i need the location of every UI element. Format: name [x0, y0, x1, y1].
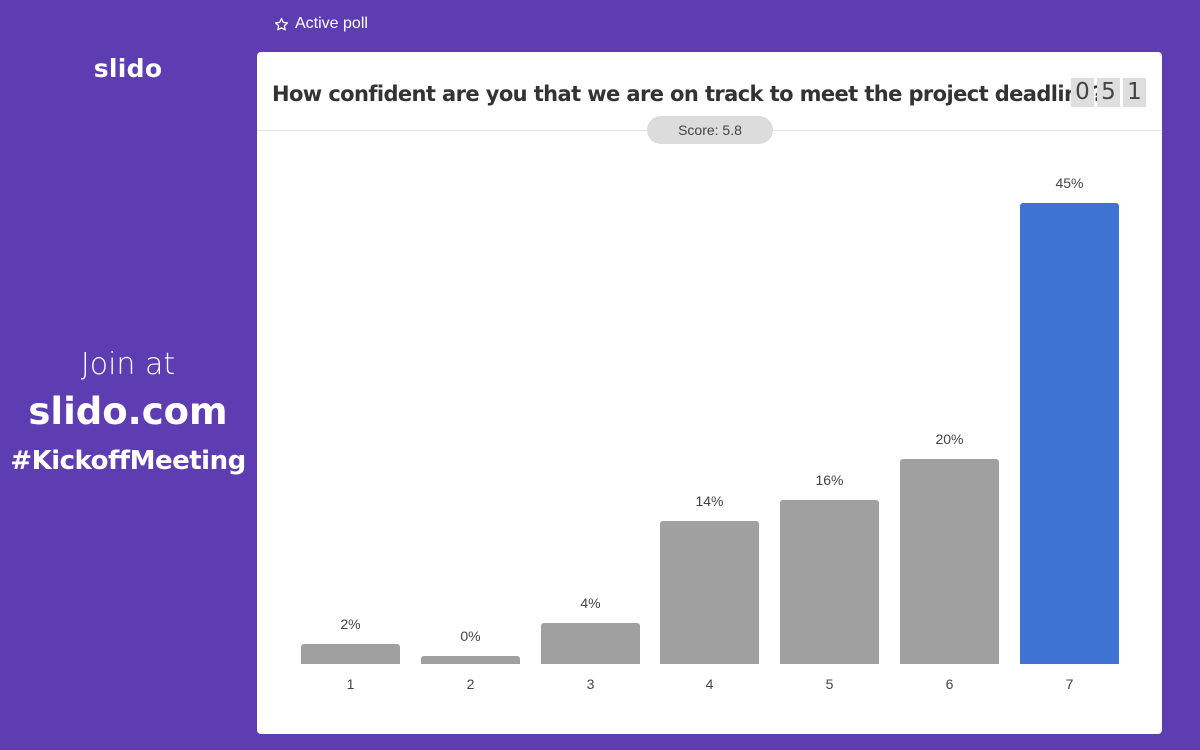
- bar-value-label: 20%: [935, 431, 964, 447]
- bar-2: [421, 656, 520, 664]
- participant-counter: 0 5 1: [1071, 78, 1146, 107]
- bar-3: [541, 623, 640, 664]
- bar-6: [900, 459, 999, 664]
- join-info: Join at slido.com #KickoffMeeting: [0, 345, 256, 481]
- star-outline-icon: [274, 17, 289, 30]
- active-poll-text: Active poll: [295, 15, 368, 32]
- bar-value-label: 0%: [460, 628, 481, 644]
- bar-7: [1020, 203, 1119, 664]
- category-label: 2: [466, 676, 475, 692]
- poll-question: How confident are you that we are on tra…: [272, 82, 1104, 106]
- category-label: 5: [825, 676, 834, 692]
- bar-5: [780, 500, 879, 664]
- score-badge: Score: 5.8: [647, 116, 773, 144]
- results-chart: 2% 1 0% 2 4% 3 14% 4 16% 5 20% 6 45% 7: [257, 52, 1162, 734]
- counter-digit: 1: [1123, 78, 1146, 107]
- counter-digit: 5: [1097, 78, 1120, 107]
- bar-1: [301, 644, 400, 664]
- category-label: 1: [346, 676, 355, 692]
- bar-value-label: 2%: [340, 616, 361, 632]
- bar-value-label: 16%: [815, 472, 844, 488]
- bar-value-label: 14%: [695, 493, 724, 509]
- active-poll-label: Active poll: [274, 15, 368, 33]
- bar-value-label: 4%: [580, 595, 601, 611]
- category-label: 6: [945, 676, 954, 692]
- event-code: #KickoffMeeting: [10, 446, 246, 476]
- category-label: 7: [1065, 676, 1074, 692]
- slido-logo: slido: [93, 54, 163, 83]
- bar-4: [660, 521, 759, 664]
- counter-digit: 0: [1071, 78, 1094, 107]
- category-label: 3: [586, 676, 595, 692]
- bar-value-label: 45%: [1055, 175, 1084, 191]
- category-label: 4: [705, 676, 714, 692]
- join-url: slido.com: [28, 390, 228, 433]
- poll-card: How confident are you that we are on tra…: [257, 52, 1162, 734]
- join-label: Join at: [80, 347, 176, 382]
